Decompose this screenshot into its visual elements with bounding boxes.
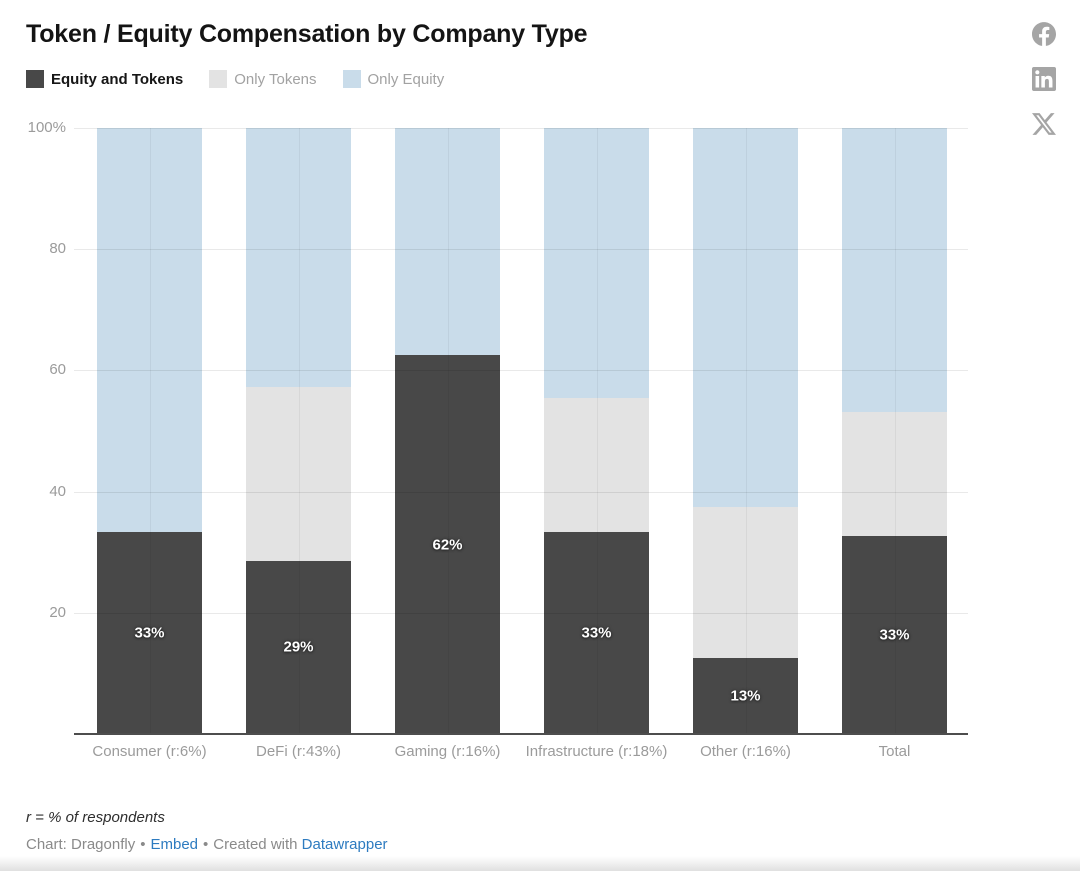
x-axis-label: Total: [878, 743, 911, 760]
linkedin-share-button[interactable]: [1032, 67, 1056, 91]
bar-segment-equity-and-tokens: [395, 355, 500, 734]
legend-label: Equity and Tokens: [51, 70, 184, 88]
created-with-text: Created with: [213, 836, 298, 853]
bar-value-label: 29%: [283, 638, 314, 656]
x-icon: [1032, 112, 1056, 136]
bar-segment-equity-and-tokens: [544, 532, 649, 734]
vertical-gridline: [298, 128, 300, 734]
vertical-gridline: [745, 128, 747, 734]
chart-footnote: r = % of respondents: [26, 809, 165, 826]
legend-item-2: Only Equity: [342, 70, 445, 88]
bar-segment-equity-and-tokens: [693, 658, 798, 734]
gridline-60: [74, 370, 968, 372]
legend-label: Only Tokens: [234, 70, 317, 88]
facebook-icon: [1032, 22, 1056, 46]
gridline-100: [74, 128, 968, 129]
page-title: Token / Equity Compensation by Company T…: [26, 20, 588, 48]
legend-label: Only Equity: [367, 70, 445, 88]
bar-value-label: 62%: [432, 536, 463, 554]
y-axis-label: 20: [49, 603, 66, 621]
bar-segment-only-equity: [395, 128, 500, 356]
chart-credit-line: Chart: Dragonfly • Embed • Created with Data…: [26, 836, 388, 853]
embed-link[interactable]: Embed: [150, 836, 199, 853]
x-share-button[interactable]: [1032, 112, 1056, 136]
bar-segment-only-tokens: [246, 387, 351, 561]
bar-3: 33%: [544, 128, 649, 734]
bar-segment-only-equity: [842, 128, 947, 413]
bar-segment-equity-and-tokens: [842, 535, 947, 734]
datawrapper-link[interactable]: Datawrapper: [301, 836, 388, 853]
y-axis-label: 60: [49, 361, 66, 379]
gridline-20: [74, 612, 968, 614]
y-axis-label: 40: [49, 482, 66, 500]
bar-value-label: 13%: [730, 687, 761, 705]
bar-value-label: 33%: [879, 626, 910, 644]
credit-text: Chart: Dragonfly: [26, 836, 136, 853]
x-axis-line: [74, 733, 968, 735]
bar-segment-equity-and-tokens: [246, 560, 351, 734]
separator-dot: •: [203, 836, 209, 853]
bar-segment-only-equity: [246, 128, 351, 388]
bar-segment-only-equity: [544, 128, 649, 398]
share-buttons: [1032, 22, 1056, 136]
gridline-80: [74, 249, 968, 251]
vertical-gridline: [149, 128, 151, 734]
vertical-gridline: [894, 128, 896, 734]
legend-item-0: Equity and Tokens: [26, 70, 183, 88]
legend-item-1: Only Tokens: [209, 70, 317, 88]
x-axis-label: DeFi (r:43%): [255, 743, 341, 760]
linkedin-icon: [1032, 67, 1056, 91]
separator-dot: •: [140, 836, 146, 853]
y-axis-label: 80: [49, 240, 66, 258]
x-axis-label: Other (r:16%): [700, 743, 791, 760]
bar-4: 13%: [693, 128, 798, 734]
legend-swatch: [26, 70, 44, 88]
bar-segment-only-equity: [693, 128, 798, 507]
legend: Equity and Tokens Only Tokens Only Equity: [26, 70, 444, 88]
x-axis-label: Gaming (r:16%): [394, 743, 501, 760]
facebook-share-button[interactable]: [1032, 22, 1056, 46]
vertical-gridline: [596, 128, 598, 734]
bar-5: 33%: [842, 128, 947, 734]
embed-bottom-shadow: [0, 856, 1080, 871]
y-axis-label: 100%: [27, 119, 66, 136]
x-axis-label: Infrastructure (r:18%): [525, 743, 668, 760]
gridline-40: [74, 491, 968, 493]
bar-value-label: 33%: [134, 624, 165, 642]
bar-1: 29%: [246, 128, 351, 734]
bar-segment-only-tokens: [544, 397, 649, 533]
bar-segment-equity-and-tokens: [97, 532, 202, 734]
bar-segment-only-tokens: [693, 506, 798, 659]
legend-swatch: [209, 70, 228, 88]
bar-2: 62%: [395, 128, 500, 734]
vertical-gridline: [447, 128, 449, 734]
bar-value-label: 33%: [581, 624, 612, 642]
bar-0: 33%: [97, 128, 202, 734]
bar-segment-only-tokens: [842, 412, 947, 536]
bar-segment-only-equity: [97, 128, 202, 533]
chart-plot-area: 33% 29% 62% 33% 13% 33%: [74, 128, 968, 735]
x-axis-label: Consumer (r:6%): [92, 743, 207, 760]
legend-swatch: [342, 70, 361, 88]
